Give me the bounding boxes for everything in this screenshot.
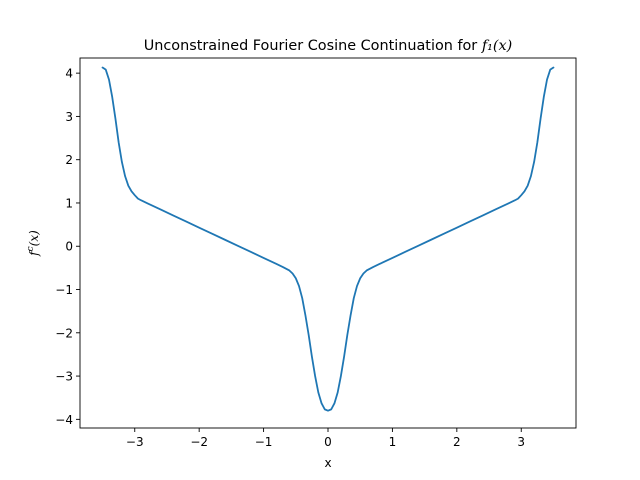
- x-tick-label: 3: [517, 435, 525, 449]
- y-axis-label: fc(x): [26, 230, 41, 257]
- y-tick-label: −1: [55, 283, 73, 297]
- y-tick-label: −4: [55, 413, 73, 427]
- y-tick-label: 4: [65, 67, 73, 81]
- x-tick-label: 2: [453, 435, 461, 449]
- x-tick-label: −3: [126, 435, 144, 449]
- y-tick-label: −2: [55, 326, 73, 340]
- x-tick-label: −2: [190, 435, 208, 449]
- x-axis-label: x: [324, 456, 331, 470]
- y-tick-label: 1: [65, 196, 73, 210]
- series-line: [101, 66, 555, 412]
- x-axis: −3 −2 −1 0 1 2 3: [126, 428, 525, 449]
- x-tick-label: 0: [324, 435, 332, 449]
- plot-area: [101, 66, 555, 412]
- x-tick-label: −1: [255, 435, 273, 449]
- y-tick-label: −3: [55, 370, 73, 384]
- y-tick-label: 2: [65, 153, 73, 167]
- chart-title: Unconstrained Fourier Cosine Continuatio…: [144, 38, 513, 54]
- y-tick-label: 3: [65, 110, 73, 124]
- x-tick-label: 1: [389, 435, 397, 449]
- y-axis: −4 −3 −2 −1 0 1 2 3 4: [55, 67, 80, 427]
- y-tick-label: 0: [65, 240, 73, 254]
